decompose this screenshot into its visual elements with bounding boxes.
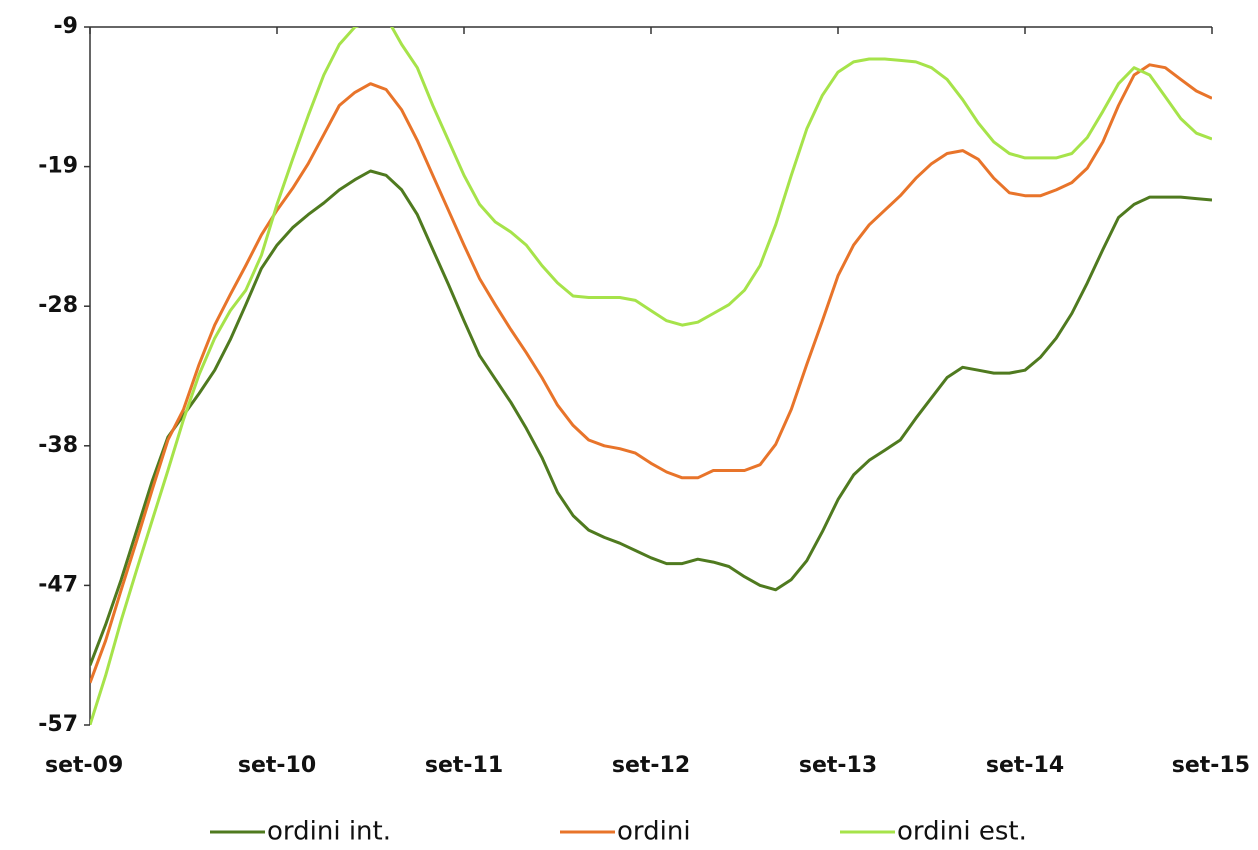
legend-label: ordini int.: [267, 817, 391, 847]
series-line: [90, 63, 1212, 684]
series-line: [90, 27, 1212, 725]
legend: ordini int. ordini ordini est.: [210, 817, 1027, 847]
plot-area: [90, 27, 1212, 725]
axes: -57 -47 -38 -28 -19 -9 set-09 set-10 set-11 set-1…: [38, 14, 1250, 778]
y-tick-label: -47: [38, 572, 78, 597]
y-tick-label: -9: [54, 14, 78, 39]
x-tick-label: set-11: [425, 753, 503, 778]
y-tick-label: -19: [38, 154, 78, 179]
x-tick-label: set-13: [799, 753, 877, 778]
x-tick-label: set-15: [1172, 753, 1250, 778]
legend-label: ordini: [617, 817, 691, 847]
series-line: [90, 169, 1212, 666]
x-tick-label: set-09: [45, 753, 123, 778]
x-tick-label: set-14: [986, 753, 1064, 778]
y-tick-label: -28: [38, 293, 78, 318]
x-tick-label: set-12: [612, 753, 690, 778]
legend-label: ordini est.: [897, 817, 1027, 847]
y-tick-label: -38: [38, 433, 78, 458]
y-tick-label: -57: [38, 712, 78, 737]
x-tick-label: set-10: [238, 753, 316, 778]
